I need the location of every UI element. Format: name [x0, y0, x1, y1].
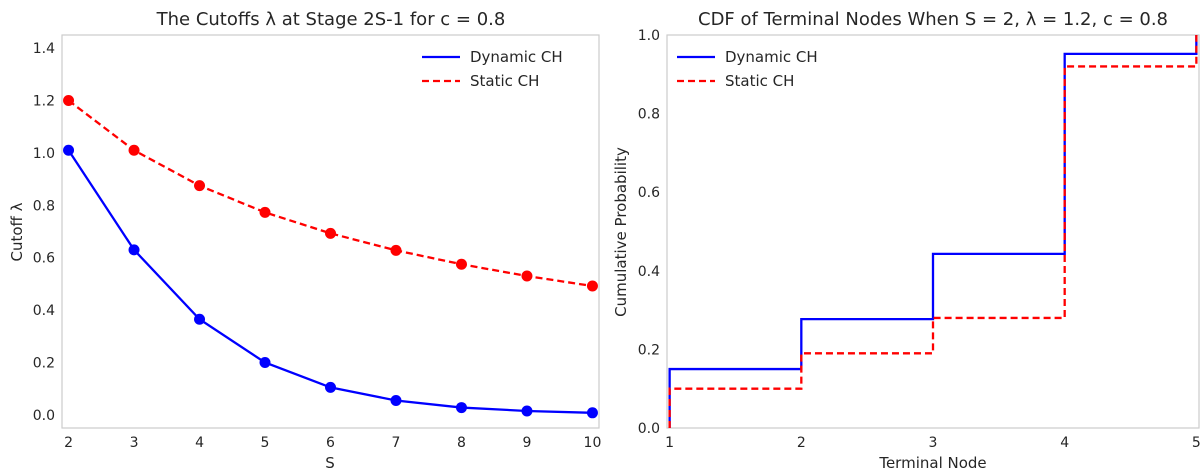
legend-label: Dynamic CH: [725, 48, 818, 66]
y-tick-label: 0.4: [638, 264, 660, 280]
y-tick-label: 1.2: [33, 94, 55, 110]
legend: Dynamic CH Static CH: [422, 48, 563, 90]
x-tick-labels: 2 3 4 5 6 7 8 9 10: [64, 435, 601, 451]
x-tick-label: 2: [64, 435, 73, 451]
series-line: [67, 99, 593, 288]
y-tick-label: 1.0: [33, 146, 55, 162]
y-tick-label: 0.8: [33, 198, 55, 214]
data-point: [128, 244, 140, 256]
x-tick-labels: 1 2 3 4 5: [665, 435, 1201, 451]
plot-frame: [61, 34, 600, 429]
x-tick-label: 10: [584, 435, 602, 451]
x-tick-label: 4: [195, 435, 204, 451]
data-point: [586, 407, 598, 419]
cutoffs-chart: The Cutoffs λ at Stage 2S-1 for c = 0.8 …: [8, 9, 601, 472]
y-tick-label: 0.8: [638, 107, 660, 123]
y-tick-label: 0.2: [638, 342, 660, 358]
data-point: [586, 280, 598, 292]
data-point: [259, 206, 271, 218]
x-tick-label: 6: [326, 435, 335, 451]
y-tick-label: 0.6: [638, 185, 660, 201]
plot-marks: [63, 95, 598, 419]
legend-label: Static CH: [725, 72, 794, 90]
series-line: [67, 149, 593, 414]
x-axis-label: Terminal Node: [878, 454, 986, 472]
y-tick-label: 1.4: [33, 41, 55, 57]
terminal-cdf-chart: CDF of Terminal Nodes When S = 2, λ = 1.…: [612, 9, 1201, 472]
chart-title: The Cutoffs λ at Stage 2S-1 for c = 0.8: [156, 9, 506, 30]
y-axis-label: Cutoff λ: [8, 202, 26, 261]
data-point: [194, 180, 206, 192]
legend-label: Static CH: [470, 72, 539, 90]
x-tick-label: 4: [1060, 435, 1069, 451]
legend-label: Dynamic CH: [470, 48, 563, 66]
data-point: [521, 270, 533, 282]
y-tick-label: 0.2: [33, 356, 55, 372]
x-tick-label: 5: [1192, 435, 1201, 451]
x-tick-label: 2: [797, 435, 806, 451]
y-tick-labels: 0.0 0.2 0.4 0.6 0.8 1.0 1.2 1.4: [33, 41, 55, 424]
plot-marks: [668, 35, 1198, 428]
plot-frame: [666, 34, 1200, 429]
x-tick-label: 3: [130, 435, 139, 451]
x-tick-label: 5: [261, 435, 270, 451]
data-point: [63, 95, 75, 106]
data-point: [390, 244, 402, 256]
y-tick-label: 0.4: [33, 303, 55, 319]
data-point: [325, 381, 336, 393]
x-tick-label: 3: [929, 435, 938, 451]
x-tick-label: 8: [457, 435, 466, 451]
legend: Dynamic CH Static CH: [677, 48, 818, 90]
data-point: [63, 144, 75, 156]
y-tick-label: 0.0: [638, 421, 660, 437]
data-point: [259, 357, 271, 368]
chart-title: CDF of Terminal Nodes When S = 2, λ = 1.…: [698, 9, 1168, 30]
y-axis-label: Cumulative Probability: [612, 147, 630, 317]
x-tick-label: 9: [523, 435, 532, 451]
data-point: [521, 405, 533, 417]
data-point: [455, 258, 467, 270]
y-tick-labels: 0.0 0.2 0.4 0.6 0.8 1.0: [638, 28, 660, 437]
y-tick-label: 1.0: [638, 28, 660, 44]
data-point: [325, 227, 336, 239]
data-point: [194, 313, 206, 325]
y-tick-label: 0.6: [33, 251, 55, 267]
series-line: [668, 35, 1198, 428]
x-axis-label: S: [325, 454, 335, 472]
data-point: [455, 402, 467, 414]
data-point: [390, 394, 402, 406]
data-point: [128, 144, 140, 156]
y-tick-label: 0.0: [33, 408, 55, 424]
series-line: [668, 35, 1198, 428]
x-tick-label: 7: [392, 435, 401, 451]
x-tick-label: 1: [665, 435, 674, 451]
